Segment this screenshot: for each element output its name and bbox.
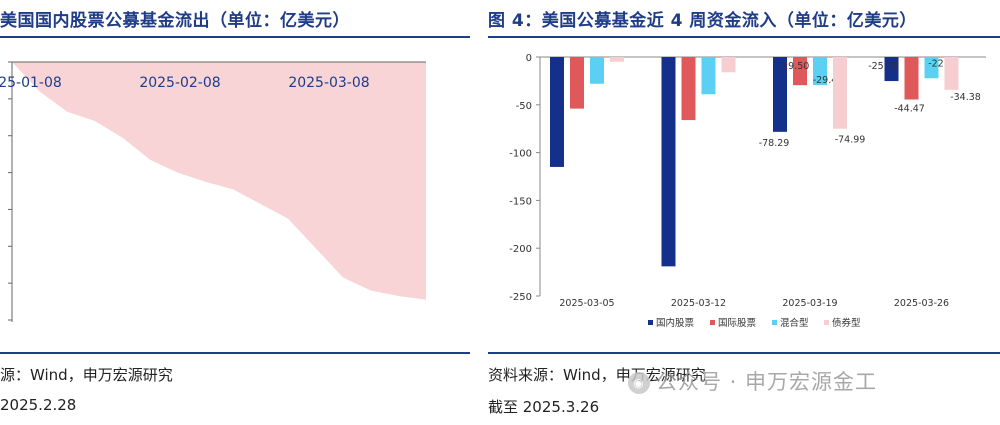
legend-swatch-混合型 — [772, 320, 777, 325]
right-chart-title: 图 4：美国公募基金近 4 周资金流入（单位：亿美元） — [488, 11, 917, 31]
bar-data-label: -74.99 — [835, 135, 866, 146]
bar-2025-03-19-债券型 — [833, 57, 847, 129]
category-label: 2025-03-26 — [894, 298, 949, 309]
wechat-icon: ◉ — [628, 372, 650, 394]
bar-2025-03-05-混合型 — [590, 57, 604, 84]
legend-swatch-国内股票 — [648, 320, 653, 325]
bar-2025-03-12-国际股票 — [681, 57, 696, 121]
watermark: ◉ 公众号 · 申万宏源金工 — [628, 366, 877, 396]
right-y-tick-label: -50 — [516, 101, 532, 112]
left-bottom-rule — [0, 352, 470, 354]
bar-2025-03-26-混合型 — [924, 57, 939, 79]
bar-2025-03-26-国际股票 — [904, 57, 919, 100]
bar-data-label: -78.29 — [759, 138, 790, 149]
bar-2025-03-19-国内股票 — [773, 57, 787, 132]
bar-data-label: -34.38 — [950, 92, 981, 103]
left-panel: 美国国内股票公募基金流出（单位：亿美元） 25-01-08 2025-02-08 2… — [0, 0, 470, 425]
bar-2025-03-12-债券型 — [721, 57, 736, 73]
left-source-note: 源：Wind，申万宏源研究 — [0, 366, 173, 384]
right-panel: 图 4：美国公募基金近 4 周资金流入（单位：亿美元） 0 -50 -100 -150… — [488, 0, 1000, 425]
bar-2025-03-19-国际股票 — [793, 57, 807, 86]
legend-swatch-国际股票 — [710, 320, 715, 325]
bar-2025-03-12-混合型 — [701, 57, 716, 95]
bar-data-label: -29.50 — [779, 61, 810, 72]
right-y-tick-label: -250 — [509, 292, 532, 303]
legend-label-国际股票: 国际股票 — [718, 318, 757, 329]
bar-2025-03-05-债券型 — [610, 57, 624, 62]
left-area-chart: 25-01-08 2025-02-08 2025-03-08 — [0, 61, 426, 322]
bar-2025-03-05-国际股票 — [570, 57, 584, 109]
bar-2025-03-19-混合型 — [813, 57, 827, 86]
bar-2025-03-05-国内股票 — [550, 57, 564, 167]
bar-2025-03-12-国内股票 — [661, 57, 676, 267]
legend-label-国内股票: 国内股票 — [656, 317, 695, 329]
bar-data-label: -22.26 — [928, 58, 959, 69]
left-date-note: 2025.2.28 — [0, 396, 77, 414]
right-y-tick-label: -100 — [509, 149, 532, 160]
category-label: 2025-03-05 — [559, 298, 614, 309]
bar-2025-03-26-债券型 — [944, 57, 959, 90]
left-x-tick-label: 2025-03-08 — [288, 75, 369, 91]
category-label: 2025-03-19 — [782, 298, 837, 309]
bar-2025-03-26-国内股票 — [884, 57, 899, 82]
right-title-rule — [488, 36, 1000, 38]
outflow-area — [12, 62, 426, 300]
right-source-note: 资料来源：Wind，申万宏源研究 — [488, 366, 706, 384]
left-chart-title: 美国国内股票公募基金流出（单位：亿美元） — [0, 11, 350, 31]
right-date-note: 截至 2025.3.26 — [488, 398, 600, 416]
right-y-tick-label: -200 — [509, 244, 532, 255]
legend-label-债券型: 债券型 — [832, 317, 861, 329]
left-x-tick-label: 2025-02-08 — [139, 75, 220, 91]
right-bottom-rule — [488, 352, 1000, 354]
right-y-tick-label: -150 — [509, 196, 532, 207]
left-x-tick-label: 25-01-08 — [0, 75, 62, 91]
category-label: 2025-03-12 — [671, 298, 726, 309]
bar-data-label: -25.18 — [868, 61, 899, 72]
right-y-tick-label: 0 — [526, 53, 532, 64]
legend-swatch-债券型 — [824, 320, 829, 325]
bar-data-label: -44.47 — [894, 104, 925, 115]
left-title-rule — [0, 36, 470, 38]
right-bar-chart: 0 -50 -100 -150 -200 -250 2025-03-05 2025-03-12… — [509, 53, 986, 329]
watermark-text: 公众号 · 申万宏源金工 — [656, 370, 878, 394]
bar-data-label: -29.42 — [813, 75, 844, 86]
legend-label-混合型: 混合型 — [780, 317, 809, 329]
